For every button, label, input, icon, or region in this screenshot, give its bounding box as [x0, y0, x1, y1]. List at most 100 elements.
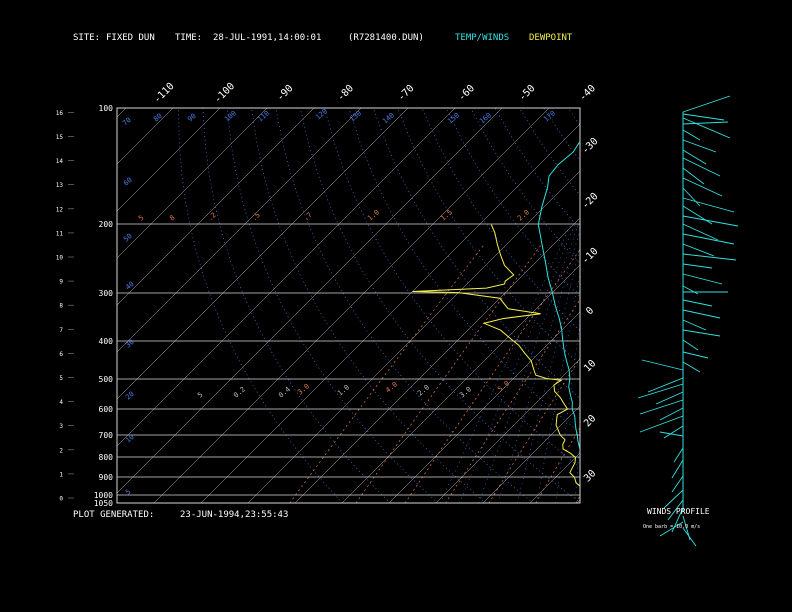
- dry-adiabat: [470, 108, 580, 264]
- isotherm-line: [765, 108, 792, 503]
- dry-adiabat: [714, 108, 792, 503]
- dry-adiabat-label: 80: [152, 112, 164, 124]
- dry-adiabat-label: 160: [478, 111, 493, 125]
- isotherm-line: [117, 108, 221, 212]
- wind-barb: [637, 383, 684, 399]
- wind-barb: [647, 377, 684, 393]
- dry-adiabat: [226, 108, 439, 503]
- height-label: 14: [56, 158, 64, 165]
- dry-adiabat-label: 70: [121, 116, 133, 128]
- dry-adiabat: [372, 108, 580, 399]
- isotherm-line: [200, 123, 580, 503]
- wind-barb: [682, 197, 735, 213]
- wind-barb: [671, 475, 684, 493]
- isotherm-line: [0, 108, 32, 503]
- dry-adiabat: [202, 108, 391, 503]
- mixing-ratio-label: .7: [302, 211, 314, 223]
- height-label: 7: [59, 327, 63, 334]
- right-temp-label: 10: [582, 358, 598, 374]
- mixing-ratio-label: 1.5: [439, 208, 454, 222]
- temperature-trace: [537, 140, 580, 459]
- top-temp-label: -60: [456, 83, 477, 104]
- dry-adiabat: [397, 108, 580, 365]
- right-temp-label: 20: [582, 413, 598, 429]
- isotherm-line: [117, 108, 268, 259]
- wind-barb: [663, 425, 684, 439]
- moist-adiabat-label: 0.4: [277, 385, 292, 399]
- top-temp-label: -40: [577, 83, 598, 104]
- isotherm-line: [117, 108, 315, 306]
- wind-barb: [663, 489, 684, 509]
- wind-barb: [682, 361, 701, 373]
- pressure-label: 600: [99, 405, 114, 414]
- top-temp-label: -90: [275, 83, 296, 104]
- file-name: (R7281400.DUN): [348, 33, 424, 43]
- right-temp-label: 0: [584, 305, 596, 317]
- moist-adiabat: [478, 224, 579, 503]
- time-value: 28-JUL-1991,14:00:01: [213, 33, 322, 43]
- isotherm-line: [341, 264, 580, 503]
- height-label: 9: [59, 279, 63, 286]
- wind-barb: [682, 113, 725, 121]
- mixing-ratio-label: .5: [250, 211, 262, 223]
- mixing-ratio-line: [575, 495, 580, 503]
- pressure-label: 300: [99, 289, 114, 298]
- isotherm-line: [718, 108, 792, 503]
- wind-barb: [682, 187, 701, 207]
- dry-adiabat-label: 40: [124, 280, 136, 292]
- moist-adiabat-label: 1.0: [336, 383, 351, 397]
- wind-barb: [682, 129, 701, 141]
- site-label: SITE:: [73, 33, 101, 43]
- top-temp-label: -80: [335, 83, 356, 104]
- mixing-ratio-line: [603, 244, 751, 503]
- top-temp-label: -50: [517, 83, 538, 104]
- isotherm-line: [117, 108, 174, 165]
- isotherm-line: [671, 108, 792, 503]
- moist-adiabat: [497, 230, 580, 503]
- moist-adiabat: [604, 225, 613, 504]
- dry-adiabat: [592, 108, 792, 503]
- moist-adiabat-label: 0.2: [232, 385, 247, 399]
- height-label: 15: [56, 134, 64, 141]
- dewpoint-trace: [412, 224, 580, 493]
- wind-barb: [682, 139, 717, 153]
- dry-adiabat: [617, 108, 792, 503]
- dry-adiabat-label: 100: [223, 109, 238, 123]
- background-lines: [0, 108, 792, 504]
- mixing-ratio-label: 5: [137, 214, 145, 223]
- pressure-label: 500: [99, 375, 114, 384]
- height-label: 1: [59, 471, 63, 478]
- winds-title: WINDS PROFILE: [647, 507, 710, 516]
- dry-adiabat-label: 20: [124, 390, 136, 402]
- right-temp-label: -20: [580, 191, 601, 212]
- dry-adiabat: [324, 108, 580, 468]
- isotherm-line: [117, 108, 362, 353]
- dry-adiabat: [178, 108, 344, 503]
- dry-adiabat: [251, 108, 487, 503]
- wind-barb: [641, 359, 684, 371]
- wind-barb: [682, 273, 723, 285]
- dry-adiabat: [445, 108, 580, 298]
- wind-barb: [671, 459, 684, 479]
- mixing-ratio-line: [535, 427, 580, 503]
- isotherm-line: [0, 108, 79, 503]
- dry-adiabat: [641, 108, 792, 503]
- height-label: 6: [59, 351, 63, 358]
- mixing-ratio-label: 2.0: [516, 208, 531, 222]
- plot-frame: [116, 107, 581, 504]
- dry-adiabat: [690, 108, 792, 503]
- dry-adiabat-label: 50: [122, 232, 134, 244]
- wind-barb: [682, 215, 739, 227]
- dry-adiabat-label: 170: [542, 109, 557, 123]
- plot-border: [116, 107, 581, 504]
- isotherm-line: [117, 108, 127, 118]
- isotherm-line: [117, 108, 409, 400]
- wind-barb: [639, 399, 684, 415]
- mixing-ratio-label: 4.0: [384, 380, 399, 394]
- axis-labels: 1002003004005006007008009001000105001234…: [56, 81, 601, 508]
- wind-barb: [682, 243, 715, 257]
- moist-adiabat: [516, 246, 580, 503]
- isotherm-line: [117, 108, 456, 447]
- height-label: 11: [56, 230, 64, 237]
- height-label: 13: [56, 182, 64, 189]
